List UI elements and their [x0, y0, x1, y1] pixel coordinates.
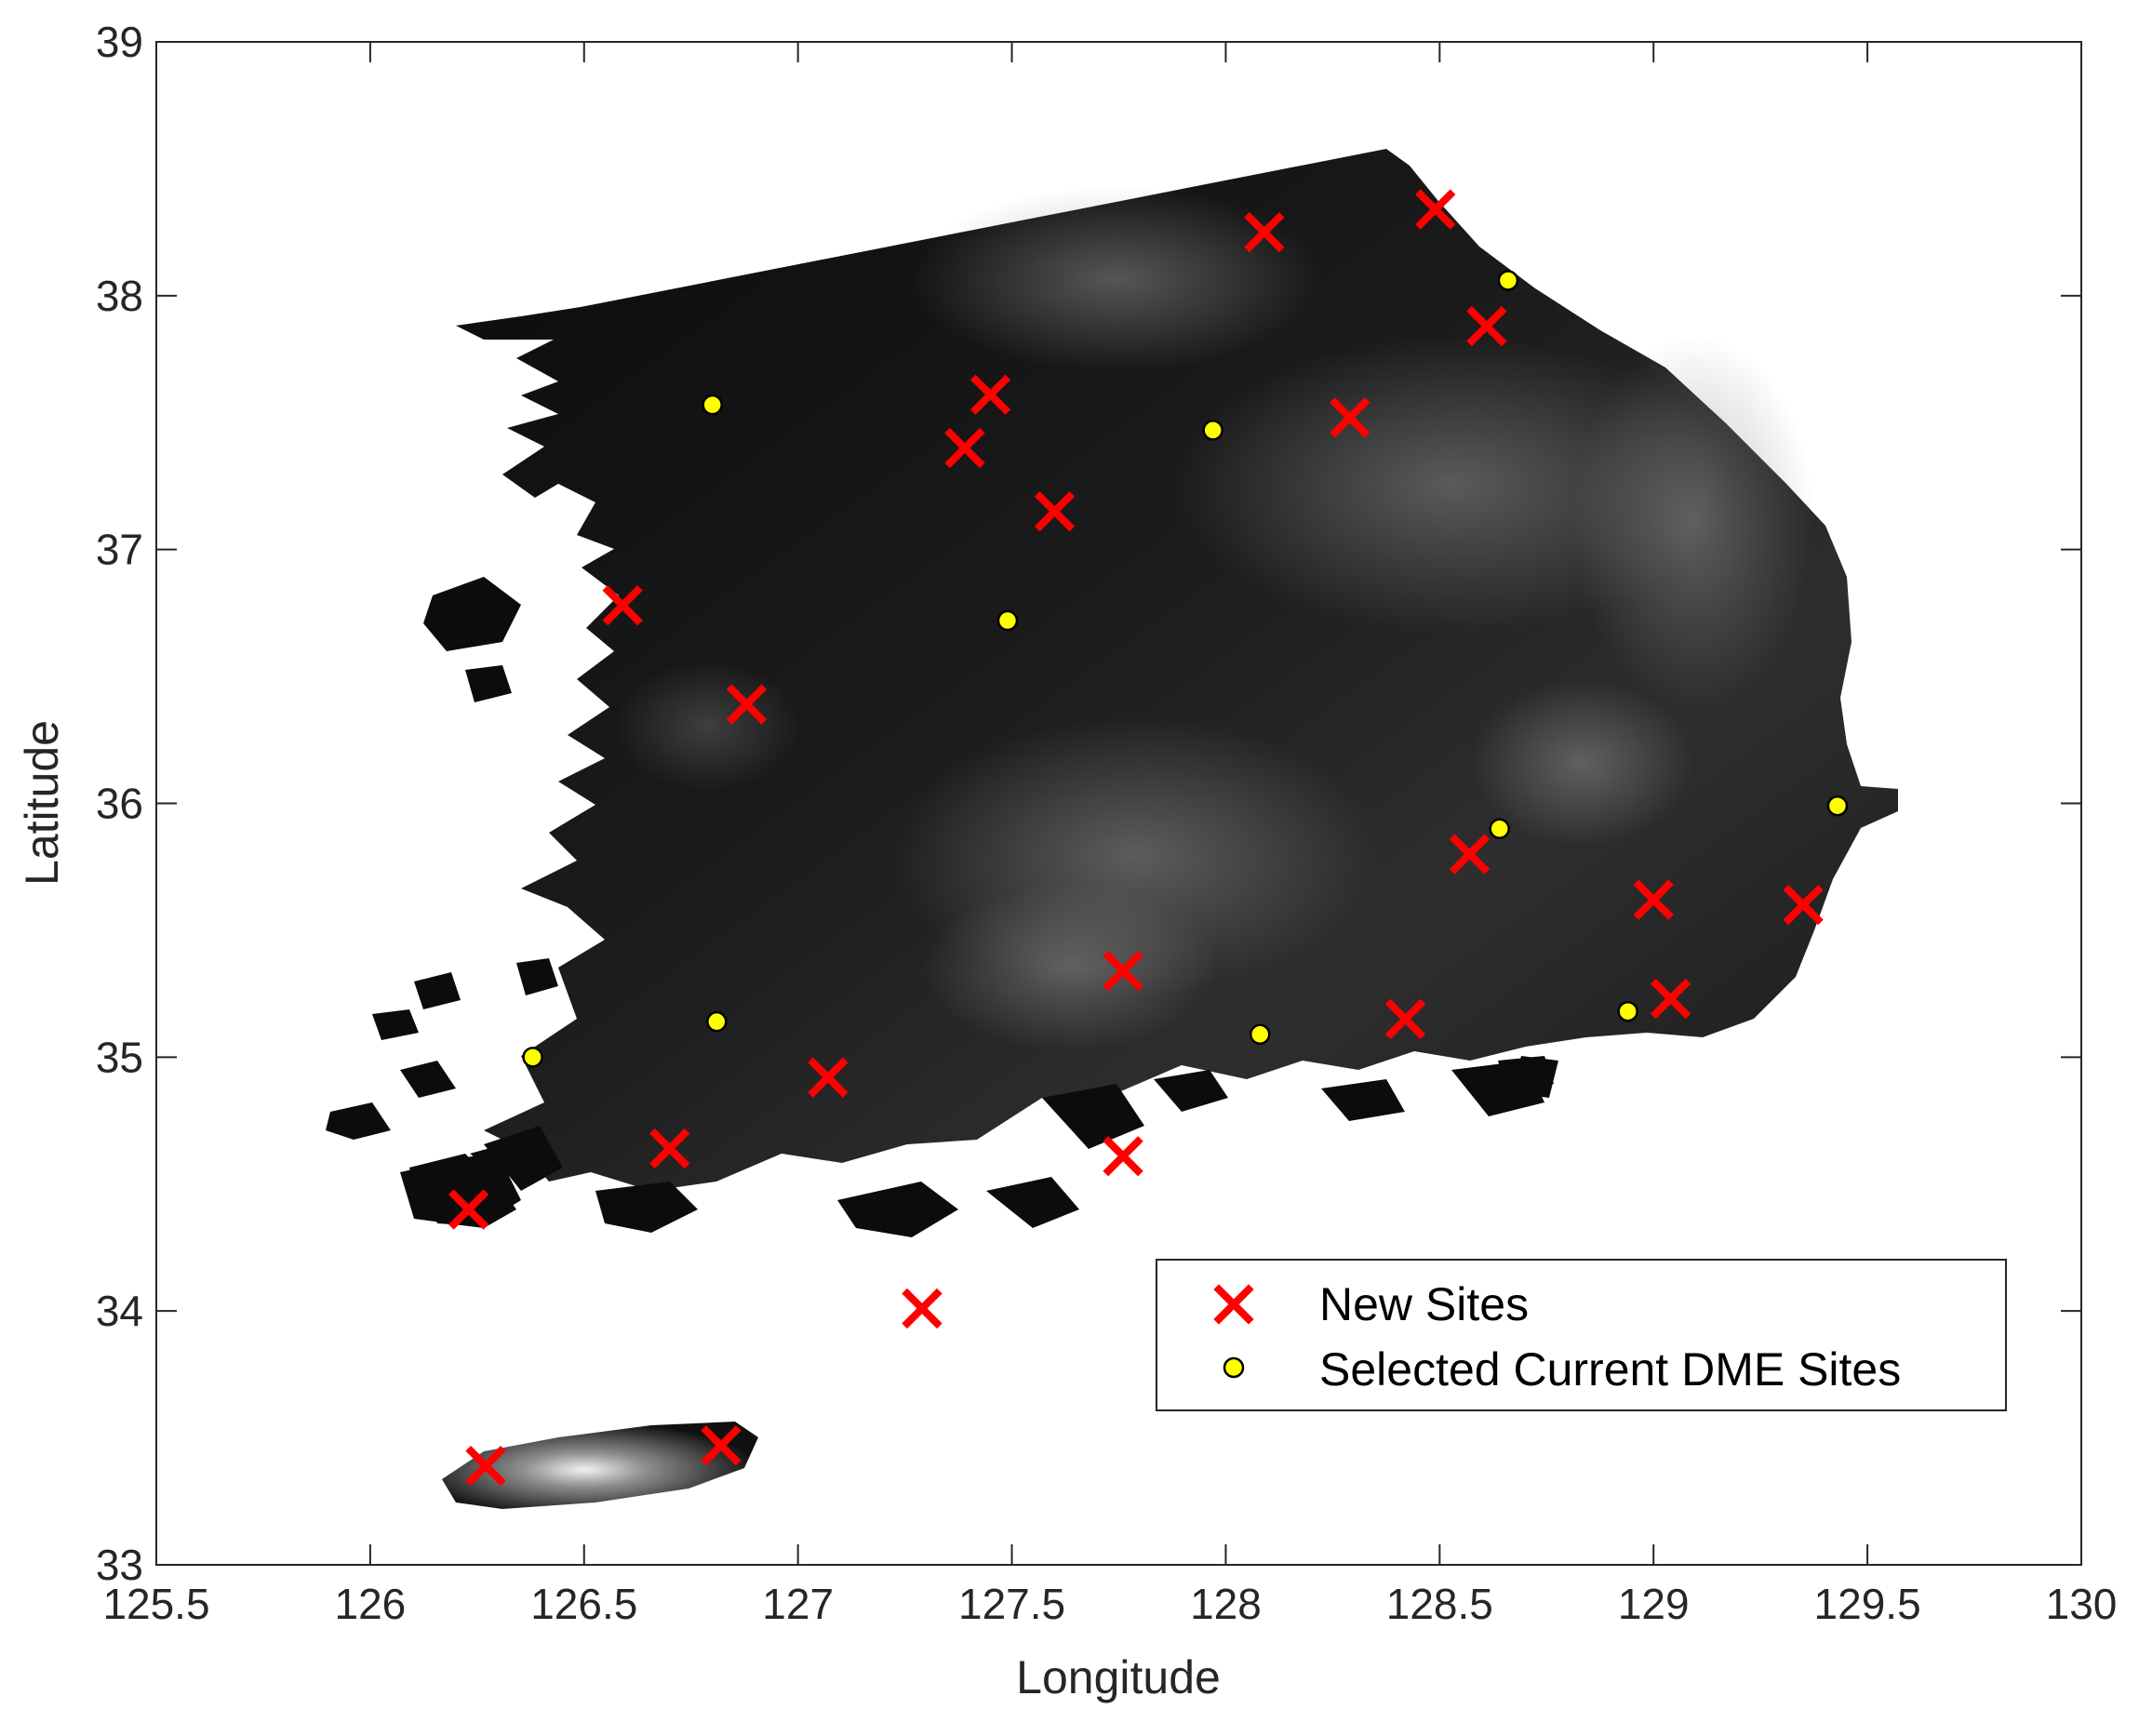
- dme-site-marker: [1826, 795, 1849, 817]
- dme-site-marker: [1497, 270, 1519, 291]
- dme-site-marker: [996, 609, 1019, 632]
- elevation-map: [326, 149, 1898, 1509]
- y-tick-label: 38: [96, 272, 143, 320]
- legend: New Sites Selected Current DME Sites: [1156, 1259, 2007, 1411]
- legend-label-new-sites: New Sites: [1319, 1278, 1529, 1330]
- x-tick-label: 128: [1190, 1580, 1262, 1628]
- new-site-marker: [1244, 211, 1285, 253]
- island: [372, 1009, 419, 1040]
- new-site-marker: [1415, 189, 1456, 230]
- new-site-marker: [1449, 834, 1491, 875]
- new-site-marker: [649, 1128, 690, 1169]
- new-site-marker: [1650, 978, 1691, 1020]
- legend-box: [1156, 1259, 2007, 1411]
- new-site-marker: [465, 1445, 506, 1487]
- island: [1154, 1070, 1228, 1112]
- terrain-highlight: [912, 186, 1321, 372]
- terrain-highlight: [921, 884, 1219, 1051]
- x-tick-label: 129.5: [1814, 1580, 1921, 1628]
- site-markers: [448, 189, 1849, 1487]
- legend-circle-symbol: [1223, 1356, 1245, 1379]
- terrain-highlight: [1470, 679, 1693, 847]
- legend-label-dme-sites: Selected Current DME Sites: [1319, 1343, 1901, 1395]
- new-site-marker: [1330, 397, 1370, 438]
- island: [484, 1126, 563, 1191]
- island: [1321, 1079, 1405, 1121]
- dme-site-marker: [1202, 420, 1223, 441]
- new-site-marker: [944, 427, 985, 469]
- island: [414, 972, 461, 1009]
- dme-site-marker: [522, 1047, 543, 1068]
- new-site-marker: [969, 374, 1011, 415]
- new-site-marker: [808, 1057, 849, 1098]
- island: [595, 1182, 698, 1233]
- new-site-marker: [1103, 1136, 1143, 1177]
- x-tick-label: 126: [335, 1580, 407, 1628]
- legend-marker-dme-sites: [1223, 1356, 1245, 1379]
- y-tick-label: 33: [96, 1541, 143, 1589]
- jeju-island: [442, 1422, 758, 1509]
- x-axis-label: Longitude: [1016, 1651, 1221, 1703]
- legend-x-symbol: [1213, 1284, 1254, 1325]
- new-site-marker: [902, 1288, 942, 1329]
- new-site-marker: [1034, 491, 1076, 532]
- island: [986, 1177, 1079, 1228]
- new-site-marker: [1466, 305, 1507, 347]
- new-site-marker: [448, 1189, 489, 1230]
- dme-site-marker: [1489, 818, 1510, 840]
- island: [516, 958, 558, 995]
- terrain-highlight: [614, 661, 800, 791]
- y-tick-label: 36: [96, 780, 143, 828]
- new-site-marker: [1384, 998, 1426, 1040]
- island: [326, 1102, 391, 1140]
- new-site-marker: [726, 684, 768, 725]
- dme-site-marker: [1249, 1023, 1271, 1046]
- legend-marker-new-sites: [1213, 1284, 1254, 1325]
- y-axis-label: Latitude: [16, 720, 68, 886]
- y-tick-label: 37: [96, 526, 143, 574]
- dme-site-marker: [702, 394, 723, 416]
- x-tick-label: 126.5: [530, 1580, 637, 1628]
- x-tick-label: 130: [2046, 1580, 2118, 1628]
- island: [837, 1182, 958, 1237]
- new-site-marker: [701, 1425, 742, 1466]
- x-axis: 125.5 126 126.5 127 127.5 128 128.5 129 129.5 130: [102, 42, 2117, 1628]
- new-site-marker: [1103, 950, 1143, 992]
- y-axis: 33 34 35 36 37 38 39: [96, 18, 2081, 1589]
- y-tick-label: 39: [96, 18, 143, 66]
- x-tick-label: 125.5: [102, 1580, 209, 1628]
- island: [400, 1061, 456, 1098]
- x-tick-label: 127: [762, 1580, 834, 1628]
- new-site-marker: [1783, 884, 1824, 926]
- island: [1512, 1056, 1558, 1098]
- new-site-marker: [602, 585, 643, 626]
- dme-site-marker: [1617, 1000, 1638, 1022]
- y-tick-label: 35: [96, 1033, 143, 1081]
- y-tick-label: 34: [96, 1287, 143, 1335]
- island: [465, 665, 512, 702]
- terrain-highlight: [1572, 335, 1814, 707]
- x-tick-label: 127.5: [958, 1580, 1065, 1628]
- island: [1042, 1084, 1144, 1149]
- x-tick-label: 128.5: [1386, 1580, 1493, 1628]
- new-site-marker: [1633, 879, 1674, 920]
- island: [423, 577, 521, 651]
- dme-site-marker: [706, 1010, 728, 1033]
- x-tick-label: 129: [1618, 1580, 1690, 1628]
